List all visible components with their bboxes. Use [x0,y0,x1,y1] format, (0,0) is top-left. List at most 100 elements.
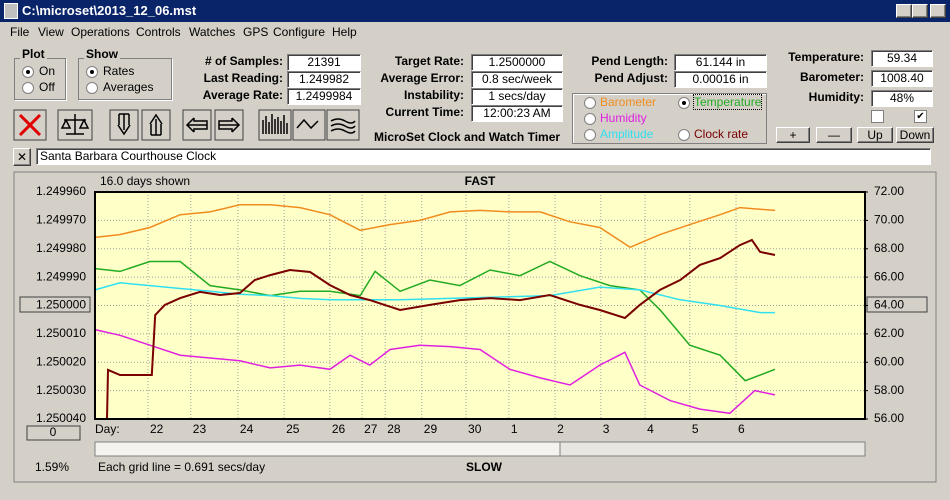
field-label: Temperature: [788,50,864,64]
field-value: 1.2499984 [287,88,361,105]
radio[interactable] [86,82,98,94]
chart-title: FAST [465,174,496,188]
field-value: 0.8 sec/week [471,71,563,88]
y2-tick-label: 70.00 [874,213,904,227]
menu-item[interactable]: Operations [71,25,130,39]
field-label: Barometer: [799,70,864,84]
radio[interactable] [584,129,596,141]
series-line [94,204,776,249]
field-label: Average Error: [380,71,464,85]
series-selector [572,93,767,144]
radio-label[interactable]: Averages [103,80,154,94]
clear-button[interactable]: ✕ [13,148,31,166]
x-axis-label: Day: [95,422,120,436]
field-label: Pend Length: [591,54,668,68]
radio[interactable] [86,66,98,78]
tool-icons [60,113,356,136]
y2-tick-label: 64.00 [874,298,904,312]
field-label: Pend Adjust: [594,71,668,85]
field-value: 1008.40 [871,70,933,87]
radio[interactable] [584,97,596,109]
offset-button-label[interactable]: 0 [50,425,57,439]
field-label: Current Time: [385,105,464,119]
group-label: Show [84,47,120,61]
app-icon [4,3,18,19]
button[interactable]: — [816,127,852,143]
x-tick-label: 22 [150,422,164,436]
radio[interactable] [678,97,690,109]
series-line [94,282,775,314]
annotation: 16.0 days shown [100,174,190,188]
y2-tick-label: 58.00 [874,383,904,397]
radio-label[interactable]: Rates [103,64,135,78]
radio[interactable] [22,66,34,78]
y-tick-label: 1.250040 [36,411,86,425]
menu-item[interactable]: File [10,25,30,39]
close-button[interactable] [930,4,946,18]
group-label: Plot [20,47,47,61]
field-label: Instability: [403,88,464,102]
series-line [94,260,776,382]
x-tick-label: 26 [332,422,346,436]
field-value: 12:00:23 AM [471,105,563,122]
y-tick-label: 1.250030 [36,383,86,397]
x-tick-label: 2 [557,422,564,436]
show-group [78,58,172,100]
app-name: MicroSet Clock and Watch Timer [374,130,561,144]
field-value: 1.2500000 [471,54,563,71]
legend-label[interactable]: Humidity [600,111,647,125]
field-value: 1.249982 [287,71,361,88]
menu-item[interactable]: GPS [243,25,269,39]
reference-box [19,296,91,313]
field-value: 21391 [287,54,361,71]
menu-item[interactable]: Watches [189,25,236,39]
field-label: # of Samples: [204,54,283,68]
y-tick-label: 1.249960 [36,184,86,198]
offset-button[interactable] [26,425,81,441]
legend-label[interactable]: Clock rate [694,127,749,141]
x-tick-label: 1 [511,422,518,436]
minimize-button[interactable] [896,4,912,18]
series-line [94,328,776,415]
menu-item[interactable]: Controls [136,25,181,39]
y2-tick-label: 60.00 [874,354,904,368]
button[interactable]: Down [896,127,934,143]
radio[interactable] [584,113,596,125]
field-label: Humidity: [808,90,864,104]
radio-label[interactable]: On [39,64,56,78]
radio[interactable] [678,129,690,141]
field-value: 48% [871,90,933,107]
checkbox[interactable] [871,110,884,123]
maximize-button[interactable] [912,4,928,18]
menu-item[interactable]: View [38,25,64,39]
menu-item[interactable]: Configure [273,25,326,39]
y-tick-label: 1.250010 [36,326,86,340]
y-tick-label: 1.249970 [36,213,86,227]
menu-item[interactable]: Help [332,25,357,39]
series-line [106,238,776,420]
y-tick-label: 1.249990 [36,269,86,283]
button[interactable]: Up [857,127,893,143]
clock-name-field[interactable]: Santa Barbara Courthouse Clock [36,148,931,165]
title-bar [0,0,950,22]
legend-label[interactable]: Amplitude [600,127,654,141]
button[interactable]: + [776,127,810,143]
scrollbar-thumb[interactable] [94,441,561,457]
field-label: Target Rate: [394,54,464,68]
legend-label[interactable]: Temperature [692,94,763,110]
y2-tick-label: 66.00 [874,269,904,283]
radio-label[interactable]: Off [39,80,55,94]
field-label: Average Rate: [202,88,283,102]
chart-subtitle: SLOW [466,460,503,474]
legend-label[interactable]: Barometer [600,95,657,109]
x-tick-label: 3 [603,422,610,436]
x-tick-label: 27 [364,422,378,436]
checkbox[interactable]: ✔ [914,110,927,123]
delete-icon [18,113,42,137]
plot-border [94,191,866,420]
reference-box [866,296,928,313]
annotation: 1.59% [35,460,69,474]
radio[interactable] [22,82,34,94]
